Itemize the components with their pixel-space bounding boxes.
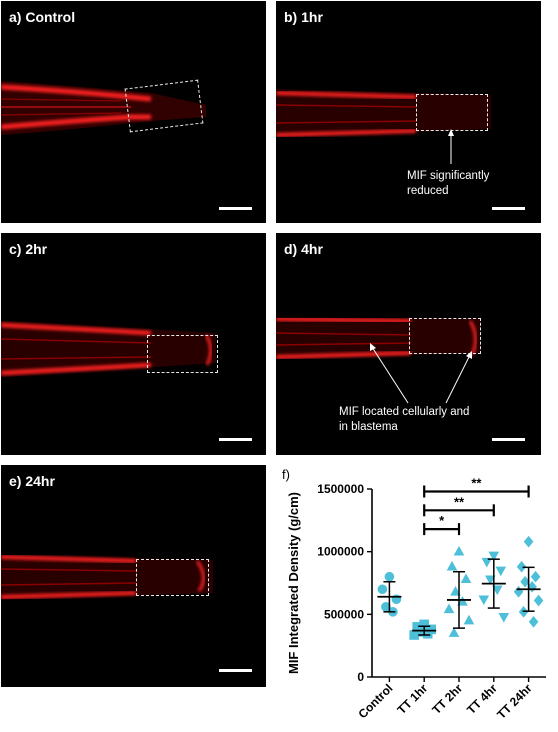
data-point — [520, 575, 530, 588]
data-point — [498, 613, 510, 623]
x-tick-label: TT 1hr — [394, 681, 430, 717]
significance-label: ** — [454, 494, 465, 509]
scale-bar-c — [219, 438, 252, 441]
data-point — [409, 630, 419, 640]
fin-fluorescence-d — [276, 317, 481, 404]
data-point — [446, 560, 458, 571]
significance-label: * — [439, 513, 445, 528]
fin-fluorescence-e — [1, 555, 213, 600]
micrograph-panel-a: a) Control — [1, 1, 266, 223]
scale-bar-d — [492, 438, 525, 441]
data-point — [492, 585, 503, 596]
roi-box-d — [409, 318, 481, 354]
data-point — [481, 557, 493, 568]
chart-panel-f: f) 0 500000 1000000 1500000 MIF Integrated D… — [276, 465, 556, 730]
fin-fluorescence-c — [1, 321, 216, 377]
data-point — [523, 535, 534, 548]
fin-fluorescence-b — [276, 89, 491, 164]
data-point — [495, 566, 507, 577]
panel-label-d: d) 4hr — [284, 241, 323, 257]
data-point — [377, 584, 388, 595]
data-point — [478, 595, 490, 606]
data-point — [443, 603, 455, 614]
data-point — [460, 573, 472, 584]
scatter-chart: 0 500000 1000000 1500000 MIF Integrated Dens… — [286, 476, 546, 722]
roi-box-c — [147, 335, 218, 373]
micrograph-panel-d: d) 4hr MIF located cellularly and in bla… — [276, 233, 541, 455]
data-point — [528, 616, 539, 628]
y-tick-label: 0 — [357, 670, 364, 684]
scale-bar-b — [492, 207, 525, 210]
data-point — [488, 551, 500, 562]
data-point — [384, 571, 395, 582]
data-point — [450, 585, 461, 596]
scale-bar-a — [219, 207, 252, 210]
y-tick-label: 500000 — [324, 607, 364, 621]
panel-label-c: c) 2hr — [9, 241, 48, 257]
data-point — [533, 594, 544, 607]
data-point — [530, 570, 541, 583]
data-point — [419, 619, 429, 630]
y-axis-label: MIF Integrated Density (g/cm) — [286, 492, 301, 674]
roi-box-b — [416, 94, 488, 131]
roi-box-e — [136, 559, 209, 596]
y-tick-label: 1500000 — [317, 482, 364, 496]
micrograph-panel-b: b) 1hr MIF significantly reduced — [276, 1, 541, 223]
micrograph-panel-c: c) 2hr — [1, 233, 266, 455]
x-tick-label: TT 24hr — [494, 681, 535, 722]
data-point — [381, 602, 391, 612]
panel-label-a: a) Control — [9, 9, 76, 25]
panel-label-e: e) 24hr — [9, 473, 55, 489]
data-point — [513, 585, 524, 598]
x-tick-label: TT 2hr — [429, 681, 465, 717]
micrograph-panel-e: e) 24hr — [1, 465, 266, 687]
annotation-b: MIF significantly reduced — [407, 170, 490, 197]
data-point — [463, 614, 475, 625]
data-point — [412, 622, 422, 632]
roi-box-a — [124, 79, 204, 133]
data-point — [485, 575, 496, 586]
data-point — [448, 627, 460, 637]
chart-panel-label: f) — [282, 467, 290, 482]
y-tick-label: 1000000 — [317, 545, 364, 559]
annotation-d: MIF located cellularly and in blastema — [339, 406, 470, 433]
x-tick-label: Control — [355, 681, 395, 721]
fin-fluorescence-a — [1, 81, 206, 135]
panel-label-b: b) 1hr — [284, 9, 323, 25]
significance-label: ** — [471, 476, 482, 491]
data-point — [415, 627, 426, 637]
data-point — [422, 628, 433, 639]
scale-bar-e — [219, 669, 252, 672]
data-point — [516, 560, 527, 573]
data-point — [453, 545, 465, 556]
